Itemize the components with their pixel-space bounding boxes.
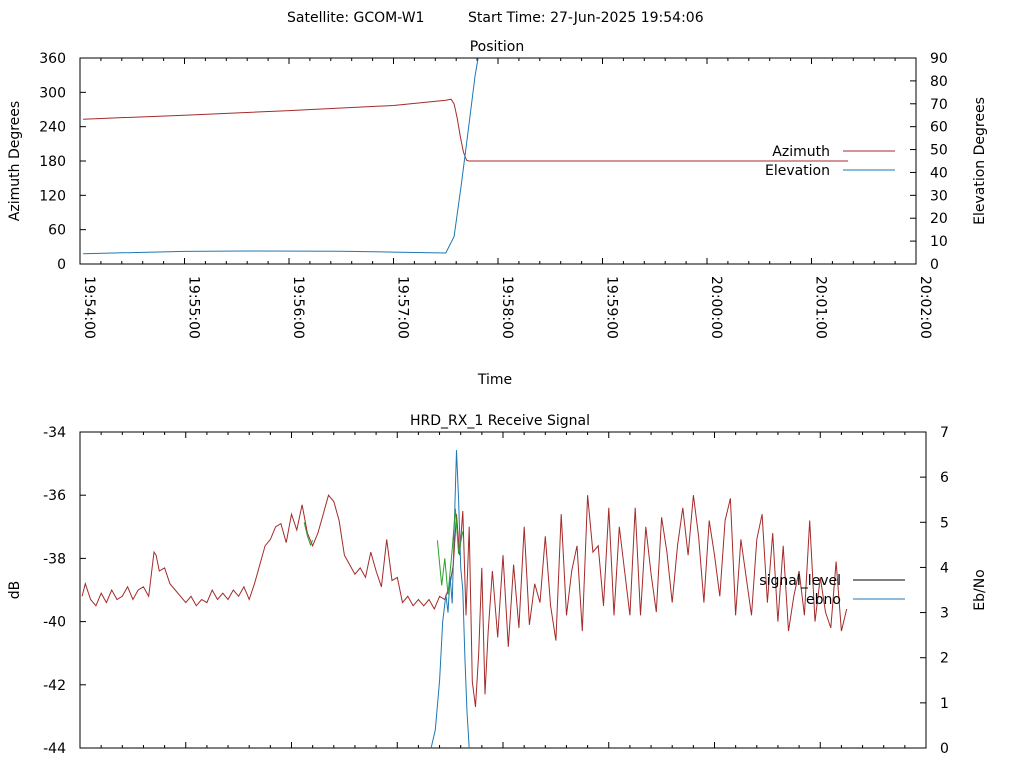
signal-chart-title: HRD_RX_1 Receive Signal: [410, 413, 590, 429]
signal-y-tick-label: -34: [43, 425, 66, 441]
position-y2-tick-label: 40: [930, 165, 948, 181]
signal-ebno-green-segment: [436, 508, 464, 595]
signal-y2-tick-label: 7: [940, 425, 949, 441]
position-y2-tick-label: 30: [930, 188, 948, 204]
signal-y2-tick-label: 1: [940, 696, 949, 712]
position-x-axis-label: Time: [477, 372, 512, 388]
signal-y-axis-label: dB: [7, 581, 23, 600]
position-x-tick-label: 19:58:00: [499, 276, 515, 339]
position-x-tick-label: 20:00:00: [708, 276, 724, 339]
signal-y2-tick-label: 2: [940, 651, 949, 667]
position-y-axis-label: Azimuth Degrees: [7, 101, 23, 221]
position-y-tick-label: 60: [48, 223, 66, 239]
position-chart: Position Azimuth Degrees Elevation Degre…: [7, 39, 988, 388]
signal-legend-label: ebno: [806, 592, 841, 608]
signal-series-ebno: [430, 450, 470, 748]
position-x-tick-label: 20:01:00: [813, 276, 829, 339]
position-series-elevation: [83, 58, 479, 255]
position-legend-label: Azimuth: [772, 144, 830, 160]
signal-y2-tick-label: 5: [940, 515, 949, 531]
signal-ebno-green-segment: [303, 522, 314, 547]
signal-y2-tick-label: 3: [940, 606, 949, 622]
start-time-label: Start Time: 27-Jun-2025 19:54:06: [468, 10, 704, 26]
position-chart-title: Position: [470, 39, 525, 55]
signal-y-tick-label: -38: [43, 551, 66, 567]
position-x-tick-label: 19:54:00: [81, 276, 97, 339]
signal-legend-label: signal_level: [759, 573, 841, 589]
position-y-tick-label: 360: [39, 51, 66, 67]
signal-y2-tick-label: 0: [940, 741, 949, 757]
position-y2-tick-label: 70: [930, 97, 948, 113]
signal-y-tick-label: -42: [43, 678, 66, 694]
position-y-tick-label: 0: [57, 257, 66, 273]
position-x-tick-label: 19:59:00: [604, 276, 620, 339]
signal-series-signal-level: [81, 494, 848, 707]
signal-chart: HRD_RX_1 Receive Signal dB Eb/No -34 -36 -…: [7, 413, 988, 757]
position-y-tick-label: 180: [39, 154, 66, 170]
signal-y-tick-label: -44: [43, 741, 66, 757]
position-y2-tick-label: 80: [930, 74, 948, 90]
satellite-label: Satellite: GCOM-W1: [287, 10, 424, 26]
position-series-azimuth: [83, 98, 849, 162]
signal-y2-tick-label: 6: [940, 470, 949, 486]
position-legend-label: Elevation: [765, 163, 830, 179]
position-y-tick-label: 240: [39, 120, 66, 136]
position-x-tick-label: 20:02:00: [917, 276, 933, 339]
position-y2-tick-label: 10: [930, 234, 948, 250]
position-x-tick-label: 19:56:00: [290, 276, 306, 339]
position-x-tick-label: 19:57:00: [395, 276, 411, 339]
signal-plot-frame: [79, 431, 927, 749]
position-y-tick-label: 300: [39, 85, 66, 101]
signal-y-tick-label: -40: [43, 615, 66, 631]
position-y2-tick-label: 50: [930, 143, 948, 159]
position-x-tick-label: 19:55:00: [186, 276, 202, 339]
position-y2-tick-label: 0: [930, 257, 939, 273]
position-y2-tick-label: 60: [930, 120, 948, 136]
position-y2-tick-label: 90: [930, 51, 948, 67]
position-y-tick-label: 120: [39, 188, 66, 204]
position-y2-axis-label: Elevation Degrees: [972, 97, 988, 225]
position-y2-tick-label: 20: [930, 211, 948, 227]
signal-y-tick-label: -36: [43, 488, 66, 504]
signal-y2-tick-label: 4: [940, 560, 949, 576]
signal-y2-axis-label: Eb/No: [972, 569, 988, 611]
